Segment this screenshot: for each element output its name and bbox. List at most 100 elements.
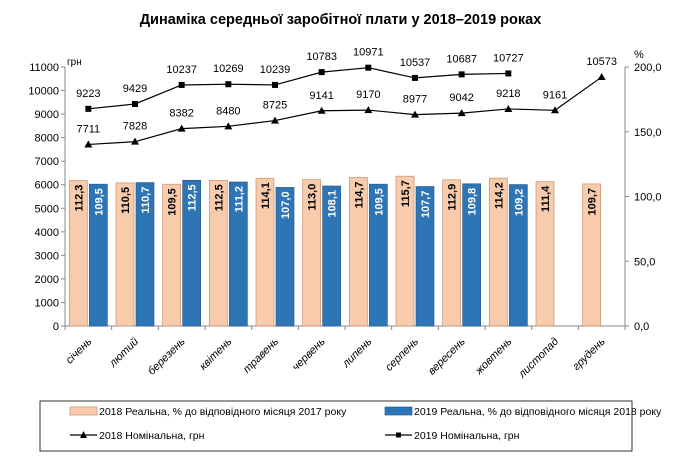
point-label-2019: 10537 xyxy=(400,57,431,69)
triangle-marker xyxy=(177,124,186,132)
square-marker xyxy=(85,105,92,112)
triangle-marker xyxy=(131,137,139,145)
legend-square-icon xyxy=(396,432,401,438)
square-marker xyxy=(458,71,465,78)
left-tick-label: 11000 xyxy=(29,62,59,74)
left-tick-label: 7000 xyxy=(35,156,59,168)
x-tick-label: червень xyxy=(290,335,328,373)
point-label-2019: 9429 xyxy=(123,83,147,95)
point-label-2019: 10727 xyxy=(493,52,524,64)
legend-label: 2018 Номінальна, грн xyxy=(99,430,205,442)
bar-2018-label: 109,5 xyxy=(167,188,179,216)
bar-2018-real xyxy=(442,179,462,327)
bar-2019-label: 107,0 xyxy=(280,191,292,219)
x-tick-label: грудень xyxy=(571,335,608,372)
bar-2019-label: 109,8 xyxy=(467,188,479,216)
point-label-2018: 9141 xyxy=(309,90,333,102)
left-tick-label: 6000 xyxy=(35,180,59,192)
legend-swatch xyxy=(69,406,98,416)
left-tick-label: 5000 xyxy=(35,203,59,215)
legend-label: 2019 Реальна, % до відповідного місяця 2… xyxy=(414,406,662,418)
triangle-marker xyxy=(364,106,373,114)
left-tick-label: 0 xyxy=(53,321,59,333)
point-label-2018: 7711 xyxy=(77,123,101,135)
bar-2018-label: 110,5 xyxy=(120,187,132,214)
x-tick-label: січень xyxy=(64,335,95,366)
point-label-2018: 9042 xyxy=(449,92,473,104)
bar-2019-real xyxy=(508,184,528,327)
bar-2019-label: 112,5 xyxy=(187,184,199,211)
triangle-marker xyxy=(597,73,606,81)
chart-title: Динаміка середньої заробітної плати у 20… xyxy=(139,12,542,28)
left-tick-label: 4000 xyxy=(35,227,59,239)
triangle-marker xyxy=(271,116,279,124)
bar-2019-real xyxy=(182,179,202,327)
point-label-2019: 10687 xyxy=(446,53,477,65)
legend-box xyxy=(39,400,633,452)
point-label-2019: 10237 xyxy=(166,64,197,76)
bar-2018-real xyxy=(162,183,182,327)
bar-2019-label: 109,2 xyxy=(513,189,525,217)
x-tick-label: березень xyxy=(146,335,188,377)
bar-2019-label: 110,7 xyxy=(140,187,152,214)
square-marker xyxy=(272,81,278,88)
x-tick-label: квітень xyxy=(197,335,234,372)
left-tick-label: 9000 xyxy=(35,109,59,121)
bar-2018-real xyxy=(488,177,508,327)
square-marker xyxy=(505,70,512,77)
bar-2019-label: 107,7 xyxy=(420,191,432,219)
bar-2019-label: 109,5 xyxy=(93,188,105,216)
bar-2019-real xyxy=(275,187,295,327)
square-marker xyxy=(412,74,418,81)
legend-swatch xyxy=(384,406,413,416)
bar-2018-real xyxy=(255,177,275,327)
bar-2019-real xyxy=(368,183,388,327)
triangle-marker xyxy=(457,109,466,117)
legend-label: 2019 Номінальна, грн xyxy=(414,430,520,442)
right-tick-label: 100,0 xyxy=(634,192,662,204)
point-label-2019: 10269 xyxy=(213,63,244,75)
right-tick-label: 0,0 xyxy=(634,321,649,333)
square-marker xyxy=(225,81,232,88)
point-label-2018: 9161 xyxy=(543,89,567,101)
bar-2019-label: 109,5 xyxy=(373,188,385,216)
x-tick-label: серпень xyxy=(383,335,421,373)
bar-2018-label: 109,7 xyxy=(587,188,599,216)
point-label-2018: 9170 xyxy=(356,89,380,101)
bar-2018-label: 112,9 xyxy=(447,184,459,211)
bar-2018-label: 113,0 xyxy=(307,184,319,211)
line-2018-nominal xyxy=(88,76,603,146)
x-tick-label: листопад xyxy=(516,336,561,381)
triangle-marker xyxy=(504,104,513,112)
triangle-marker xyxy=(224,122,233,130)
triangle-marker xyxy=(317,106,326,114)
left-axis-unit: грн xyxy=(67,57,82,68)
bar-2019-real xyxy=(415,186,435,327)
bar-2018-real xyxy=(208,179,228,327)
triangle-marker xyxy=(411,110,419,118)
line-2019-nominal xyxy=(88,67,509,110)
bar-2018-real xyxy=(582,183,602,327)
bar-2019-real xyxy=(322,185,342,327)
square-marker xyxy=(132,100,138,107)
point-label-2019: 9223 xyxy=(76,88,100,100)
triangle-marker xyxy=(84,140,93,148)
point-label-2018: 9218 xyxy=(496,88,520,100)
point-label-2018: 8725 xyxy=(263,100,287,112)
bar-2018-label: 111,4 xyxy=(540,185,552,212)
left-tick-label: 1000 xyxy=(35,297,59,309)
x-tick-label: травень xyxy=(241,335,281,375)
bar-2019-label: 108,1 xyxy=(327,190,339,218)
bar-2018-real xyxy=(348,177,368,327)
x-tick-label: лютий xyxy=(107,336,142,371)
right-tick-label: 200,0 xyxy=(634,62,662,74)
bar-2018-label: 112,5 xyxy=(213,184,225,211)
left-tick-label: 3000 xyxy=(35,250,59,262)
bar-2018-label: 114,7 xyxy=(353,181,365,208)
point-label-2018: 8382 xyxy=(169,108,193,120)
left-tick-label: 8000 xyxy=(35,133,59,145)
triangle-marker xyxy=(551,106,559,114)
legend-label: 2018 Реальна, % до відповідного місяця 2… xyxy=(99,406,347,418)
right-tick-label: 150,0 xyxy=(634,127,662,139)
